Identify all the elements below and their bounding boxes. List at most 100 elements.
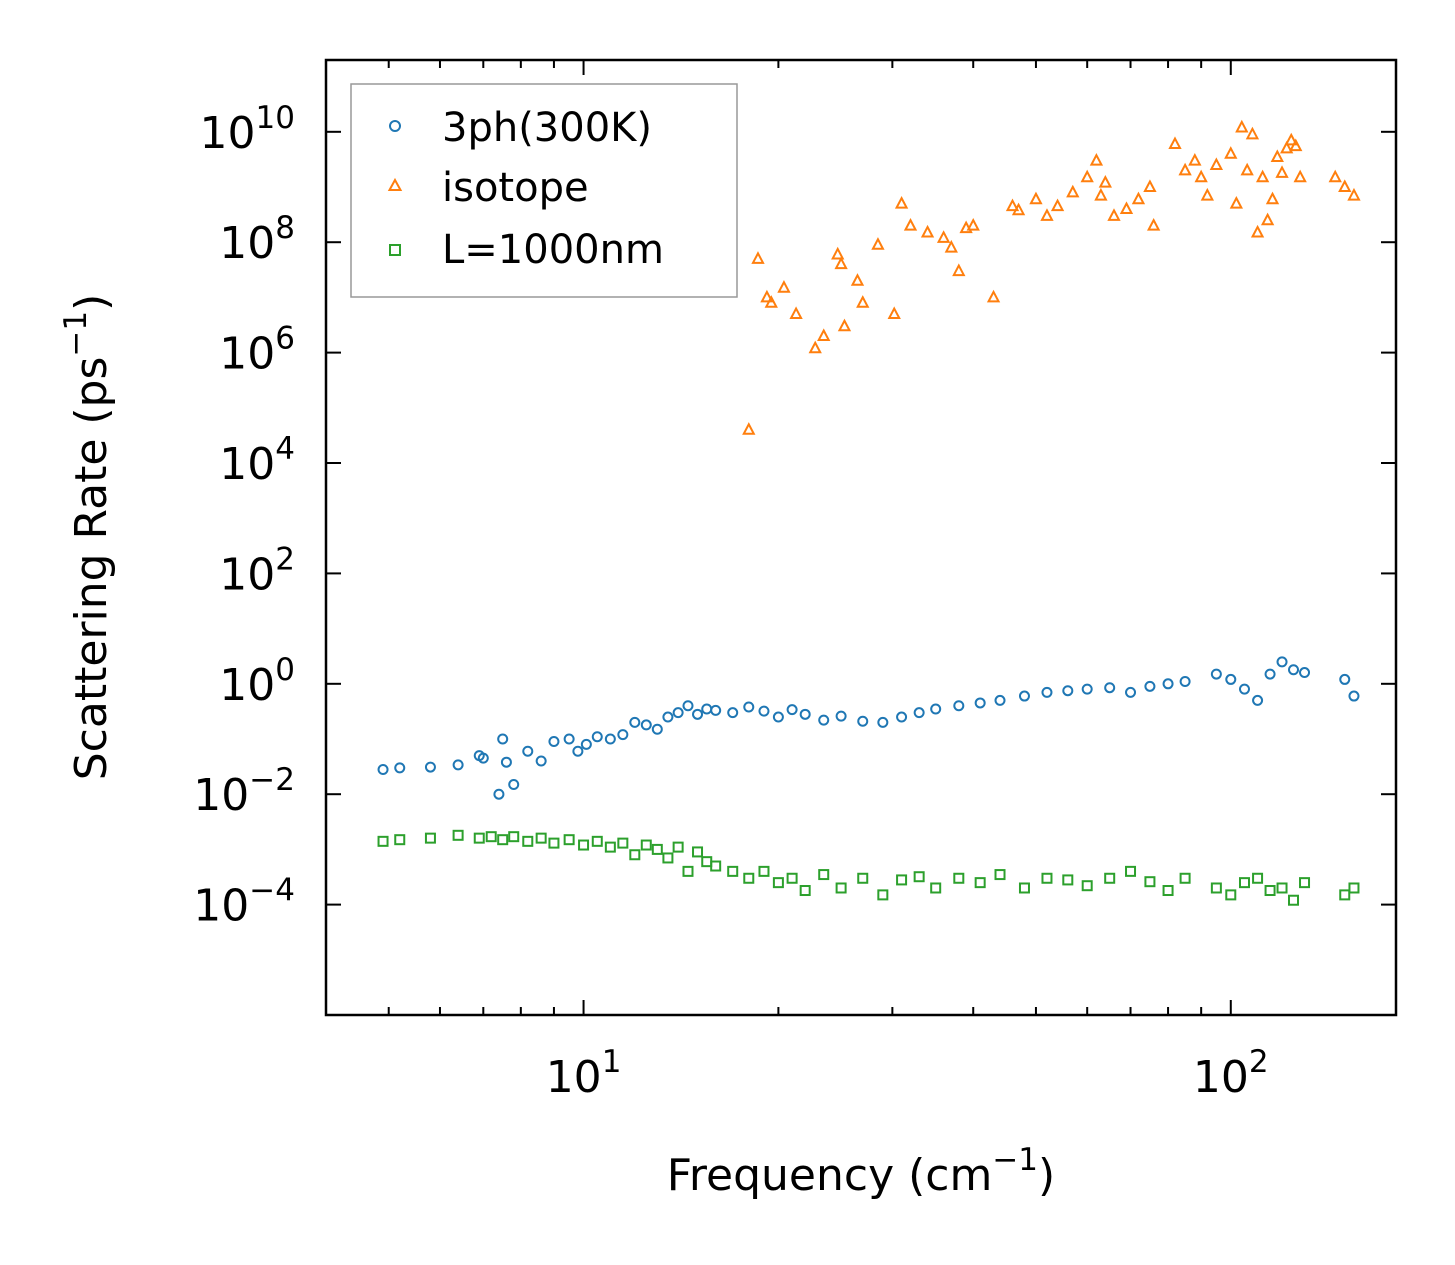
legend-item-isotope: isotope	[387, 165, 589, 211]
point-3ph	[1264, 668, 1276, 680]
point-boundary	[743, 872, 755, 884]
plot-frame	[324, 58, 1398, 1017]
point-boundary	[1018, 882, 1030, 894]
point-boundary	[394, 834, 406, 846]
point-boundary	[424, 832, 436, 844]
point-isotope	[837, 318, 852, 332]
point-isotope	[1347, 187, 1361, 201]
point-3ph	[1225, 673, 1237, 685]
point-isotope	[1188, 153, 1202, 166]
point-3ph	[799, 708, 811, 720]
point-boundary	[1162, 885, 1174, 897]
point-3ph	[651, 723, 663, 735]
y-tick-label: 102	[219, 541, 295, 600]
point-boundary	[835, 882, 847, 894]
point-boundary	[727, 865, 739, 877]
legend-marker-3ph	[389, 120, 401, 132]
point-3ph	[835, 710, 847, 722]
point-isotope	[1107, 208, 1121, 221]
point-3ph	[1144, 680, 1156, 692]
point-isotope	[1080, 169, 1094, 183]
point-isotope	[817, 328, 831, 341]
legend-label-boundary: L=1000nm	[442, 227, 664, 273]
point-boundary	[1062, 874, 1074, 886]
point-isotope	[1098, 174, 1112, 188]
point-isotope	[944, 239, 958, 253]
point-boundary	[1348, 882, 1360, 894]
point-boundary	[818, 869, 830, 881]
point-boundary	[617, 837, 629, 849]
point-boundary	[377, 835, 389, 847]
point-boundary	[1276, 882, 1288, 894]
point-3ph	[896, 711, 908, 723]
point-boundary	[1238, 877, 1250, 889]
point-3ph	[1288, 664, 1300, 676]
point-3ph	[672, 707, 684, 719]
point-boundary	[896, 874, 908, 886]
point-3ph	[1252, 694, 1264, 706]
point-boundary	[508, 831, 520, 843]
y-axis-title: Scattering Rate (ps−1)	[58, 294, 117, 781]
point-isotope	[1194, 169, 1208, 183]
x-tick-label: 101	[546, 1044, 622, 1103]
point-boundary	[1264, 885, 1276, 897]
point-boundary	[786, 872, 798, 884]
x-axis-title: Frequency (cm−1)	[667, 1142, 1055, 1201]
series-isotope	[742, 119, 1361, 435]
point-3ph	[572, 745, 584, 757]
point-3ph	[1041, 686, 1053, 698]
legend-item-3ph: 3ph(300K)	[389, 105, 652, 151]
point-boundary	[710, 860, 722, 872]
point-boundary	[1144, 876, 1156, 888]
point-isotope	[936, 230, 951, 243]
point-isotope	[1328, 169, 1342, 183]
point-isotope	[760, 289, 774, 303]
point-3ph	[1299, 667, 1311, 679]
point-isotope	[1200, 187, 1215, 201]
point-boundary	[578, 839, 590, 851]
y-tick-label: 100	[219, 652, 295, 711]
point-3ph	[818, 714, 830, 726]
point-3ph	[1238, 683, 1250, 695]
point-isotope	[1119, 201, 1134, 214]
point-isotope	[952, 263, 966, 277]
point-3ph	[727, 707, 739, 719]
point-isotope	[1029, 191, 1043, 205]
point-boundary	[604, 841, 616, 853]
point-boundary	[1041, 872, 1053, 884]
point-boundary	[692, 846, 704, 858]
series-layer	[377, 119, 1361, 906]
point-isotope	[808, 340, 822, 354]
point-boundary	[662, 852, 674, 864]
point-3ph	[1018, 690, 1030, 702]
point-boundary	[1225, 889, 1237, 901]
point-3ph	[1339, 673, 1351, 685]
point-boundary	[563, 834, 575, 846]
point-3ph	[500, 756, 512, 768]
point-isotope	[1168, 136, 1182, 150]
point-isotope	[1146, 217, 1161, 231]
point-isotope	[1040, 208, 1054, 221]
point-boundary	[497, 834, 509, 846]
point-3ph	[452, 759, 464, 771]
point-3ph	[617, 729, 629, 741]
point-boundary	[591, 835, 603, 847]
point-boundary	[672, 841, 684, 853]
point-3ph	[1210, 668, 1222, 680]
point-boundary	[473, 832, 485, 844]
point-isotope	[1005, 198, 1020, 212]
point-isotope	[871, 237, 885, 250]
point-3ph	[522, 745, 534, 757]
legend: 3ph(300K) isotope L=1000nm	[350, 83, 738, 298]
point-3ph	[591, 731, 603, 743]
point-isotope	[1240, 162, 1254, 176]
point-3ph	[497, 733, 509, 745]
point-boundary	[772, 877, 784, 889]
point-3ph	[535, 755, 547, 767]
point-isotope	[1284, 132, 1298, 146]
point-3ph	[1125, 686, 1137, 698]
point-3ph	[424, 761, 436, 773]
point-3ph	[1179, 676, 1191, 688]
point-isotope	[789, 306, 803, 320]
point-isotope	[1131, 191, 1146, 205]
